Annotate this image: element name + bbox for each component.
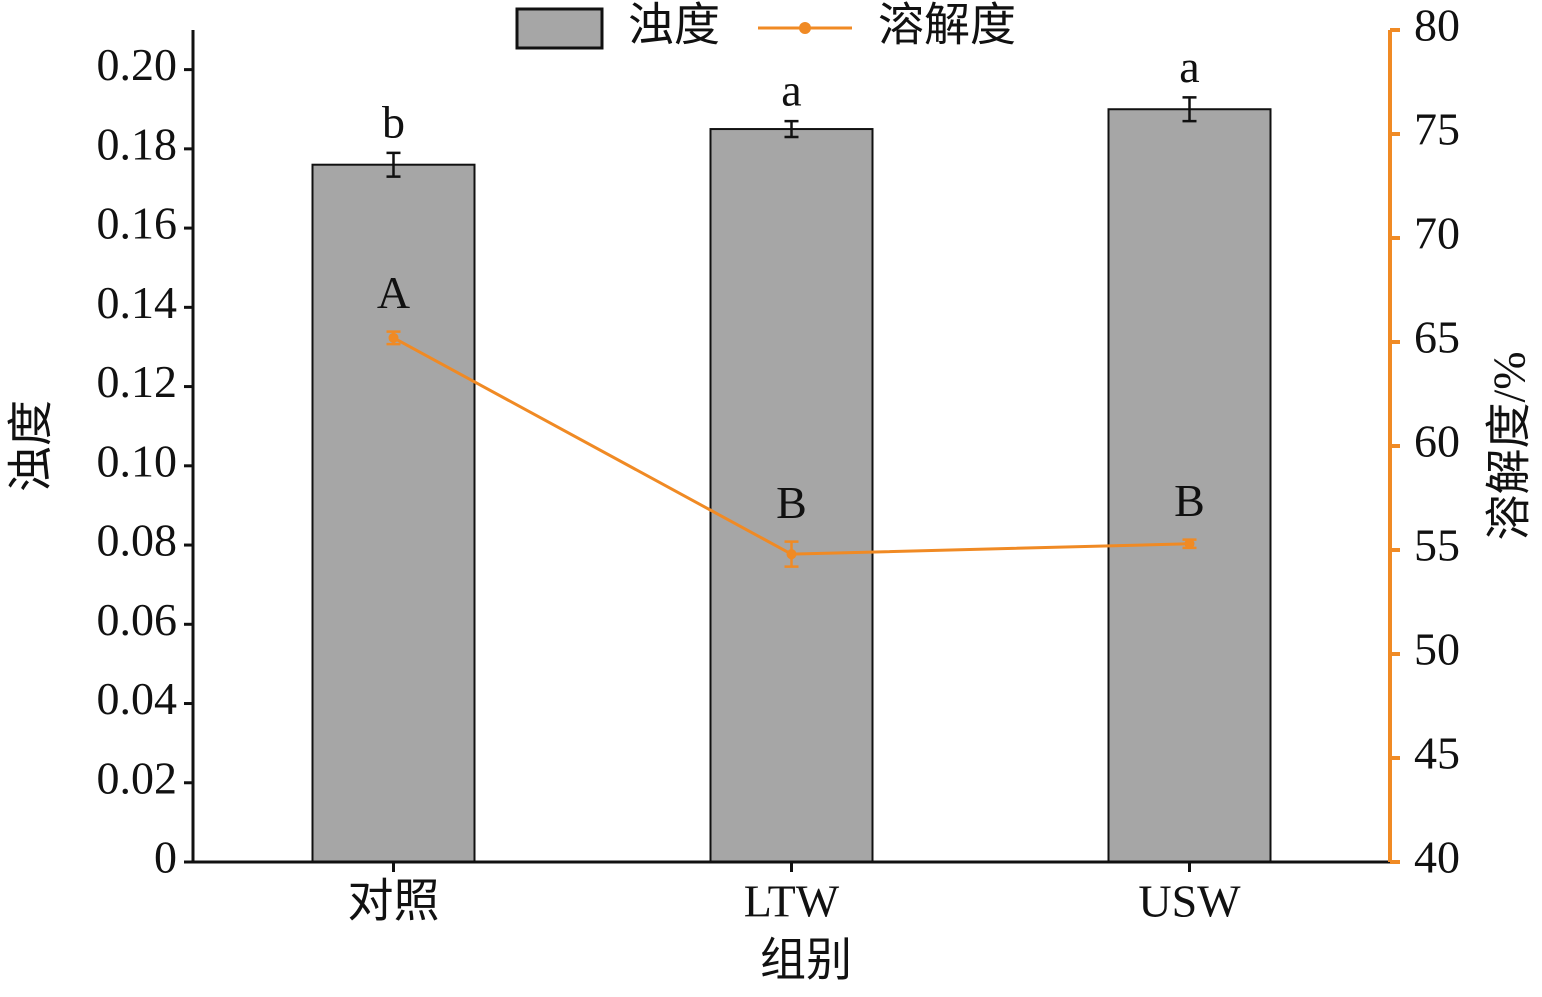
y-tick-label: 0.14 bbox=[97, 277, 178, 328]
y2-tick-label: 70 bbox=[1414, 208, 1460, 259]
y2-tick-label: 45 bbox=[1414, 728, 1460, 779]
y2-tick-label: 50 bbox=[1414, 624, 1460, 675]
legend-label: 溶解度 bbox=[878, 0, 1016, 51]
significance-label: a bbox=[1179, 41, 1199, 92]
error-bar bbox=[386, 151, 401, 178]
y-tick-label: 0.08 bbox=[97, 515, 178, 566]
x-axis-title: 组别 bbox=[760, 935, 852, 986]
y-tick-label: 0.06 bbox=[97, 594, 178, 645]
bar bbox=[311, 163, 476, 863]
line-point bbox=[1184, 538, 1195, 549]
significance-label: A bbox=[377, 267, 410, 318]
error-bar bbox=[784, 119, 799, 139]
legend-swatch bbox=[515, 7, 604, 50]
y2-tick-label: 60 bbox=[1414, 416, 1460, 467]
y2-tick-label: 40 bbox=[1414, 832, 1460, 883]
bar bbox=[709, 128, 874, 864]
line-point bbox=[786, 549, 797, 560]
y2-tick-label: 80 bbox=[1414, 0, 1460, 51]
y-tick-label: 0.10 bbox=[97, 435, 178, 486]
x-tick-label: USW bbox=[1138, 876, 1241, 927]
y-tick-label: 0 bbox=[154, 832, 177, 883]
y-tick-label: 0.20 bbox=[97, 39, 178, 90]
legend-marker bbox=[799, 22, 811, 34]
y-tick-label: 0.16 bbox=[97, 198, 178, 249]
y-tick-label: 0.18 bbox=[97, 118, 178, 169]
y2-tick-label: 75 bbox=[1414, 104, 1460, 155]
error-bar bbox=[1182, 96, 1197, 123]
x-tick-label: LTW bbox=[744, 876, 840, 927]
y-tick-label: 0.12 bbox=[97, 356, 178, 407]
y2-tick-label: 65 bbox=[1414, 312, 1460, 363]
legend-label: 浊度 bbox=[628, 0, 720, 51]
y2-tick-label: 55 bbox=[1414, 520, 1460, 571]
y-axis-title: 浊度 bbox=[6, 400, 57, 492]
significance-label: B bbox=[776, 477, 807, 528]
line-point bbox=[388, 332, 399, 343]
y-tick-label: 0.02 bbox=[97, 752, 178, 803]
y-tick-label: 0.04 bbox=[97, 673, 178, 724]
significance-label: b bbox=[382, 96, 405, 147]
significance-label: B bbox=[1174, 475, 1205, 526]
significance-label: a bbox=[781, 65, 801, 116]
y2-axis-title: 溶解度/% bbox=[1484, 351, 1535, 540]
x-tick-label: 对照 bbox=[348, 876, 440, 927]
